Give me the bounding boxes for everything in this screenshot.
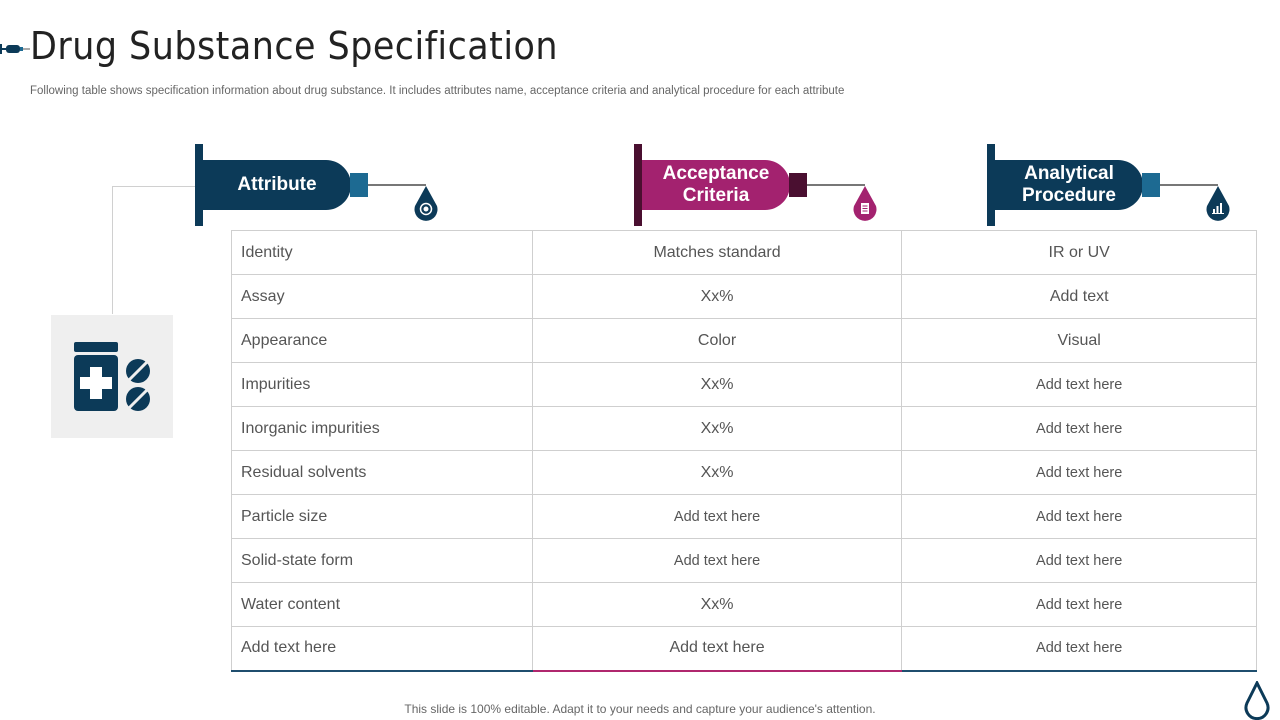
medicine-bottle-icon — [74, 342, 150, 411]
procedure-cell: Add text here — [901, 450, 1257, 495]
procedure-cell: Add text here — [901, 406, 1257, 451]
drop-icon — [1244, 681, 1270, 720]
syringe-hub — [1142, 173, 1160, 197]
syringe-needle — [368, 184, 426, 186]
syringe-plunger — [634, 144, 642, 226]
attribute-cell: Appearance — [231, 318, 533, 363]
header-analytical-procedure-label: Analytical Procedure — [995, 160, 1143, 210]
procedure-cell: Visual — [901, 318, 1257, 363]
table-row: Appearance Color Visual — [231, 318, 1257, 363]
header-acceptance-criteria: Acceptance Criteria — [634, 144, 884, 226]
attribute-cell: Assay — [231, 274, 533, 319]
criteria-cell: Xx% — [531, 406, 903, 451]
specification-table: Identity Matches standard IR or UV Assay Xx%… — [231, 230, 1257, 672]
attribute-cell: Identity — [231, 230, 533, 275]
criteria-cell: Color — [531, 318, 903, 363]
page-subtitle: Following table shows specification info… — [30, 85, 845, 97]
criteria-cell: Add text here — [531, 626, 903, 672]
syringe-icon — [0, 44, 30, 54]
criteria-cell: Matches standard — [531, 230, 903, 275]
criteria-cell: Add text here — [531, 538, 903, 583]
table-row: Impurities Xx% Add text here — [231, 362, 1257, 407]
target-icon — [414, 186, 438, 221]
syringe-needle — [1160, 184, 1218, 186]
attribute-cell: Residual solvents — [231, 450, 533, 495]
document-icon — [853, 186, 877, 221]
bar-chart-icon — [1206, 186, 1230, 221]
syringe-plunger — [195, 144, 203, 226]
criteria-cell: Xx% — [531, 362, 903, 407]
table-row: Solid-state form Add text here Add text he… — [231, 538, 1257, 583]
procedure-cell: Add text here — [901, 494, 1257, 539]
table-row: Add text here Add text here Add text here — [231, 626, 1257, 672]
header-analytical-procedure: Analytical Procedure — [987, 144, 1237, 226]
table-row: Identity Matches standard IR or UV — [231, 230, 1257, 275]
attribute-cell: Add text here — [231, 626, 533, 672]
attribute-cell: Impurities — [231, 362, 533, 407]
table-row: Assay Xx% Add text — [231, 274, 1257, 319]
table-row: Particle size Add text here Add text here — [231, 494, 1257, 539]
medicine-bottle-panel — [51, 315, 173, 438]
procedure-cell: Add text here — [901, 626, 1257, 672]
criteria-cell: Xx% — [531, 450, 903, 495]
attribute-cell: Water content — [231, 582, 533, 627]
table-row: Inorganic impurities Xx% Add text here — [231, 406, 1257, 451]
procedure-cell: Add text here — [901, 582, 1257, 627]
syringe-hub — [350, 173, 368, 197]
table-row: Residual solvents Xx% Add text here — [231, 450, 1257, 495]
procedure-cell: Add text here — [901, 362, 1257, 407]
connector-line-vertical — [112, 186, 113, 314]
criteria-cell: Add text here — [531, 494, 903, 539]
header-attribute-label: Attribute — [203, 160, 351, 210]
syringe-hub — [789, 173, 807, 197]
criteria-cell: Xx% — [531, 582, 903, 627]
connector-line-horizontal — [112, 186, 196, 187]
header-acceptance-criteria-label: Acceptance Criteria — [642, 160, 790, 210]
procedure-cell: Add text — [901, 274, 1257, 319]
table-row: Water content Xx% Add text here — [231, 582, 1257, 627]
procedure-cell: Add text here — [901, 538, 1257, 583]
page-title: Drug Substance Specification — [30, 24, 558, 68]
header-attribute: Attribute — [195, 144, 445, 226]
footer-note: This slide is 100% editable. Adapt it to… — [404, 702, 876, 716]
syringe-plunger — [987, 144, 995, 226]
syringe-needle — [807, 184, 865, 186]
attribute-cell: Inorganic impurities — [231, 406, 533, 451]
procedure-cell: IR or UV — [901, 230, 1257, 275]
attribute-cell: Solid-state form — [231, 538, 533, 583]
attribute-cell: Particle size — [231, 494, 533, 539]
criteria-cell: Xx% — [531, 274, 903, 319]
